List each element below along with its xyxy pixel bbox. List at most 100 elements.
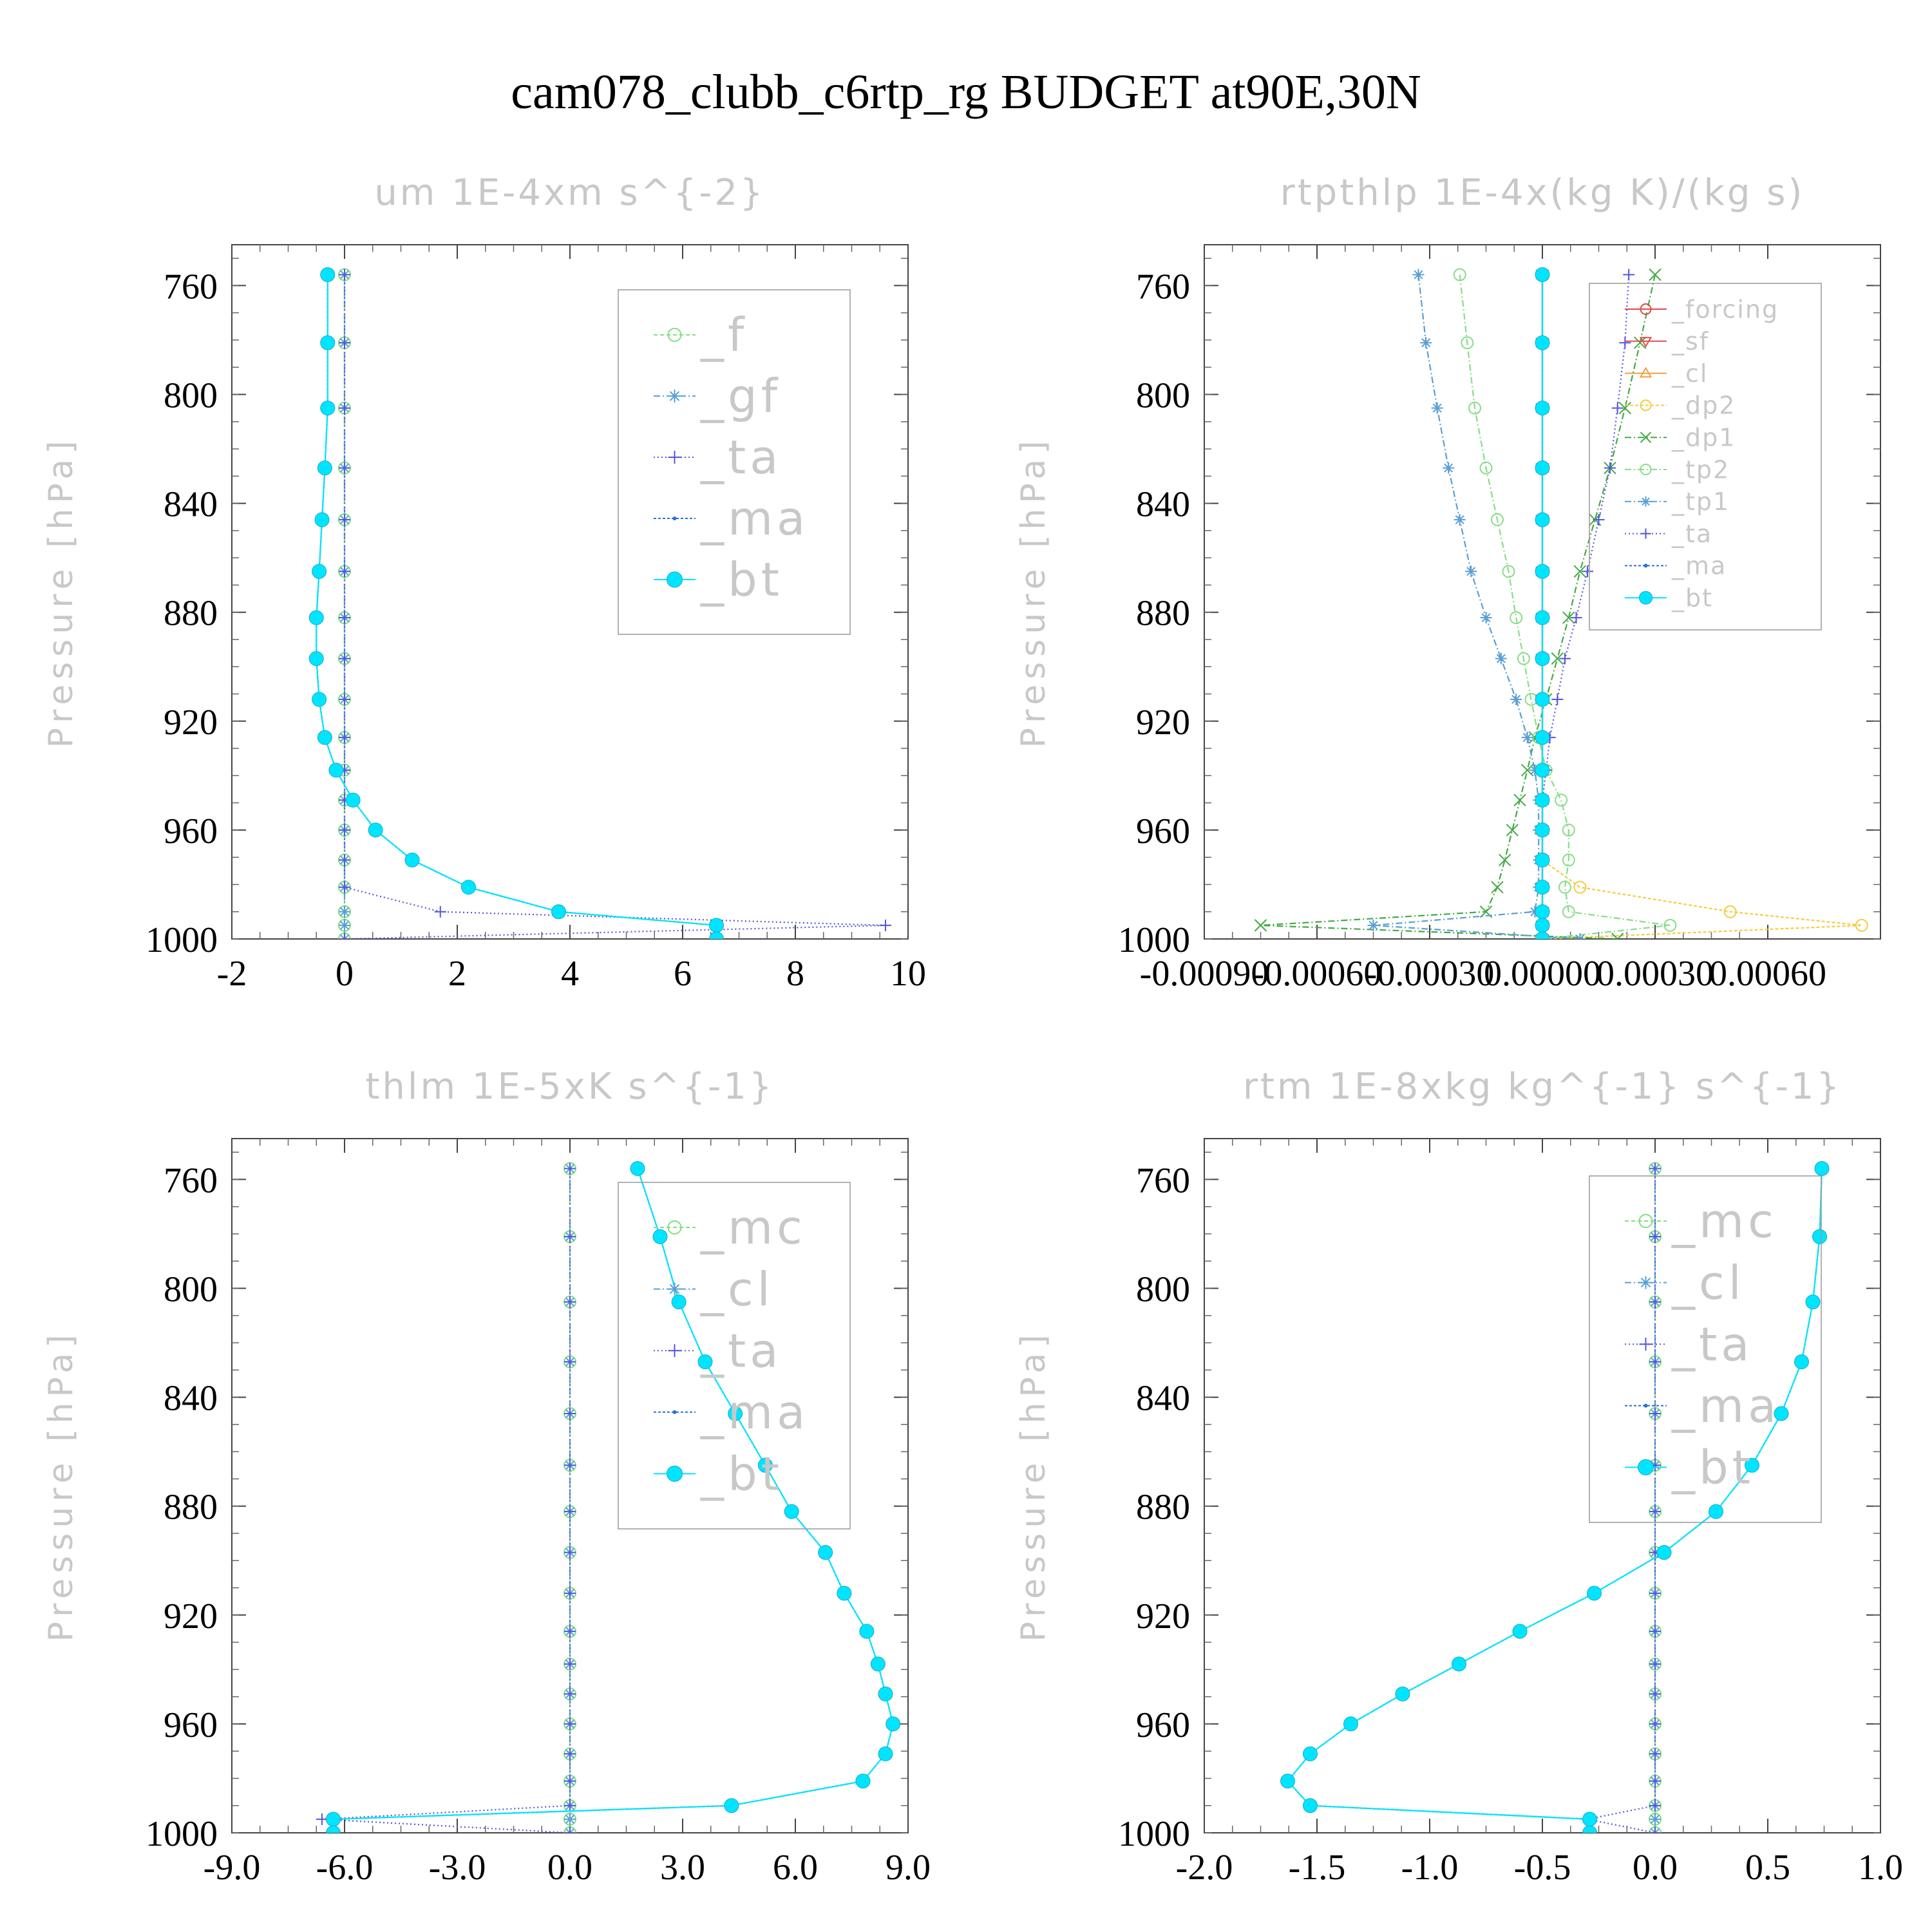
data-point-ta bbox=[564, 1296, 576, 1308]
chart-panel-1: um 1E-4xm s^{-2}Pressure [hPa]7608008408… bbox=[42, 172, 926, 994]
data-point-dp2 bbox=[1723, 905, 1737, 918]
data-point-bt bbox=[1535, 918, 1550, 933]
x-tick-label: 0 bbox=[336, 954, 354, 994]
data-point-ta bbox=[1611, 402, 1624, 414]
x-tick-label: 1.0 bbox=[1858, 1848, 1903, 1888]
legend-entry: _tp1 bbox=[1671, 488, 1730, 516]
y-tick-label: 1000 bbox=[146, 1814, 218, 1854]
legend-entry: _f bbox=[700, 308, 748, 362]
data-point-tp1 bbox=[1465, 565, 1477, 578]
legend-marker bbox=[667, 1220, 682, 1235]
data-point-bt bbox=[326, 1825, 341, 1833]
y-tick-label: 840 bbox=[1136, 1379, 1190, 1419]
data-point-ta bbox=[1649, 1231, 1661, 1243]
data-point-ta bbox=[1551, 693, 1564, 705]
data-point-ta bbox=[1649, 1718, 1661, 1730]
data-point-tp2 bbox=[1562, 853, 1575, 867]
y-tick-label: 800 bbox=[1136, 1270, 1190, 1310]
panel-title: rtm 1E-8xkg kg^{-1} s^{-1} bbox=[1243, 1066, 1842, 1108]
data-point-dp1 bbox=[1562, 611, 1575, 624]
series-line-dp1 bbox=[1260, 274, 1656, 939]
y-tick-label: 960 bbox=[1136, 1705, 1190, 1745]
data-point-bt bbox=[728, 1406, 743, 1421]
legend-marker bbox=[1638, 1459, 1654, 1475]
data-point-ta bbox=[564, 1799, 576, 1812]
y-tick-label: 800 bbox=[164, 1270, 218, 1310]
data-point-tp1 bbox=[1529, 905, 1541, 918]
data-point-bt bbox=[312, 692, 327, 707]
data-point-bt bbox=[1745, 1457, 1759, 1473]
data-point-ta bbox=[564, 1506, 576, 1518]
data-point-tp2 bbox=[1453, 268, 1466, 281]
legend-entry: _bt bbox=[1671, 1441, 1754, 1495]
series-line-bt bbox=[332, 1168, 894, 1833]
data-point-bt bbox=[320, 335, 336, 350]
data-point-tp2 bbox=[1517, 652, 1530, 665]
data-point-ta bbox=[1604, 462, 1616, 474]
legend-entry: _cl bbox=[700, 1262, 774, 1316]
data-point-bt bbox=[317, 730, 332, 745]
series-line-ta bbox=[1541, 274, 1630, 939]
data-point-ta bbox=[564, 1718, 576, 1730]
legend-marker bbox=[668, 1344, 681, 1358]
data-point-bt bbox=[724, 1798, 739, 1814]
legend-entry: _bt bbox=[700, 553, 783, 607]
data-point-dp1 bbox=[1633, 336, 1647, 349]
data-point-bt bbox=[1812, 1229, 1827, 1244]
series-line-ta bbox=[321, 1168, 571, 1833]
data-point-tp2 bbox=[1510, 611, 1523, 625]
legend-box bbox=[1589, 1175, 1822, 1523]
data-point-tp1 bbox=[1412, 269, 1425, 281]
data-point-bt bbox=[1303, 1746, 1318, 1761]
data-point-ta bbox=[564, 1162, 576, 1175]
data-point-tp1 bbox=[1521, 732, 1533, 744]
data-point-ta bbox=[1649, 1506, 1661, 1518]
legend-marker bbox=[1643, 1403, 1648, 1408]
data-point-dp2 bbox=[1573, 880, 1587, 894]
y-tick-label: 880 bbox=[164, 594, 218, 634]
data-point-ta bbox=[1649, 1296, 1661, 1308]
y-tick-label: 960 bbox=[164, 1705, 218, 1745]
data-point-bt bbox=[837, 1586, 852, 1601]
data-point-ta bbox=[339, 269, 350, 281]
y-tick-label: 760 bbox=[164, 267, 218, 307]
data-point-gf bbox=[339, 919, 350, 931]
data-point-tp2 bbox=[1562, 905, 1575, 918]
data-point-tp1 bbox=[1431, 402, 1443, 414]
y-tick-label: 920 bbox=[164, 1596, 218, 1636]
x-tick-label: -1.5 bbox=[1289, 1848, 1346, 1888]
legend-entry: _cl bbox=[1671, 1256, 1745, 1310]
plot-frame bbox=[231, 244, 909, 940]
data-point-tp1 bbox=[1420, 337, 1432, 349]
data-point-bt bbox=[697, 1354, 713, 1370]
data-point-ta bbox=[880, 919, 891, 931]
data-point-bt bbox=[1535, 610, 1550, 625]
legend-entry: _ma bbox=[1671, 1379, 1780, 1433]
data-point-ta bbox=[1559, 652, 1571, 665]
data-point-bt bbox=[1535, 792, 1550, 808]
data-point-ta bbox=[564, 1546, 576, 1558]
data-point-bt bbox=[630, 1161, 645, 1177]
data-point-bt bbox=[1535, 880, 1550, 895]
y-tick-label: 960 bbox=[164, 811, 218, 851]
y-tick-label: 880 bbox=[1136, 1488, 1190, 1528]
data-point-ta bbox=[1582, 565, 1593, 578]
legend-marker bbox=[672, 1410, 677, 1414]
legend-entry: _gf bbox=[700, 369, 781, 423]
data-point-ta bbox=[1570, 612, 1582, 624]
legend-entry: _ma bbox=[700, 1385, 809, 1439]
legend-marker bbox=[667, 328, 682, 342]
chart-panel-2: rtpthlp 1E-4x(kg K)/(kg s) Pressure [hPa]… bbox=[1014, 172, 1881, 994]
legend-entry: _dp1 bbox=[1671, 424, 1736, 452]
data-point-tp2 bbox=[1562, 823, 1575, 837]
data-point-tp2 bbox=[1558, 880, 1571, 894]
data-point-bt bbox=[878, 1686, 893, 1701]
x-tick-label: 6.0 bbox=[773, 1848, 818, 1888]
data-point-dp1 bbox=[1254, 919, 1267, 932]
data-point-ta bbox=[564, 1827, 576, 1833]
legend-entry: _dp2 bbox=[1671, 392, 1736, 420]
x-tick-label: 9.0 bbox=[886, 1848, 931, 1888]
y-tick-label: 920 bbox=[164, 703, 218, 743]
y-tick-label: 760 bbox=[1136, 267, 1190, 307]
